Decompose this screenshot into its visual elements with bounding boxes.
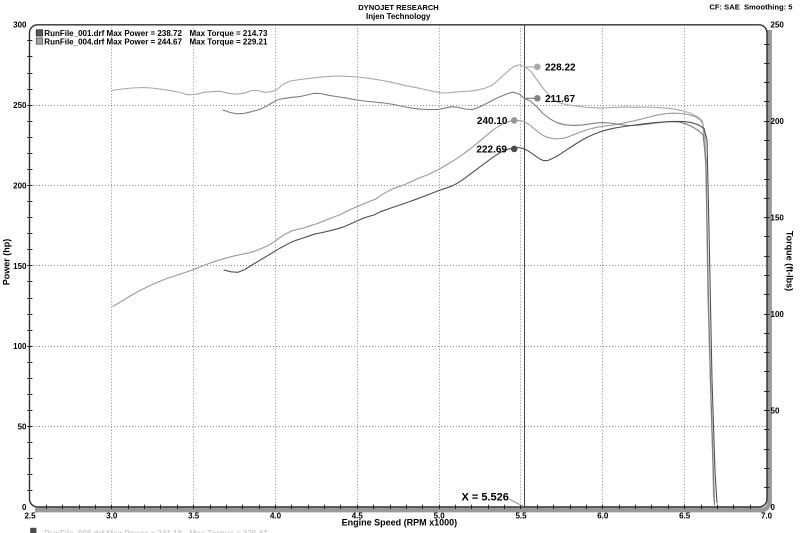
svg-text:250: 250 <box>13 101 27 110</box>
svg-text:211.67: 211.67 <box>545 94 575 105</box>
svg-text:150: 150 <box>13 262 27 271</box>
svg-text:2.5: 2.5 <box>24 511 36 520</box>
svg-text:0: 0 <box>771 503 776 512</box>
svg-text:Max Torque = 214.73: Max Torque = 214.73 <box>190 29 268 38</box>
svg-text:200: 200 <box>771 117 785 126</box>
svg-text:DYNOJET RESEARCH: DYNOJET RESEARCH <box>358 3 439 12</box>
svg-text:RunFile_001.drf Max Power = 23: RunFile_001.drf Max Power = 238.72 <box>44 29 182 38</box>
svg-text:100: 100 <box>13 342 27 351</box>
svg-text:3.5: 3.5 <box>188 511 200 520</box>
svg-text:240.10: 240.10 <box>477 116 508 127</box>
svg-text:Torque (ft-lbs): Torque (ft-lbs) <box>785 231 795 291</box>
svg-text:7.0: 7.0 <box>761 511 773 520</box>
svg-text:6.5: 6.5 <box>679 511 691 520</box>
svg-text:250: 250 <box>771 21 785 30</box>
svg-text:RunFile_005.drf Max Power = 24: RunFile_005.drf Max Power = 241.18 <box>44 529 182 533</box>
svg-text:Max Torque = 229.21: Max Torque = 229.21 <box>190 37 268 46</box>
svg-text:4.5: 4.5 <box>352 511 364 520</box>
svg-text:228.22: 228.22 <box>545 62 576 73</box>
svg-text:4.0: 4.0 <box>270 511 282 520</box>
svg-text:6.0: 6.0 <box>597 511 609 520</box>
svg-text:200: 200 <box>13 181 27 190</box>
svg-text:100: 100 <box>771 310 785 319</box>
svg-text:3.0: 3.0 <box>106 511 118 520</box>
svg-text:CF: SAE Smoothing: 5: CF: SAE Smoothing: 5 <box>709 2 793 11</box>
svg-text:Max Torque = 226.43: Max Torque = 226.43 <box>190 529 268 533</box>
svg-text:50: 50 <box>771 407 780 416</box>
svg-text:0: 0 <box>22 503 27 512</box>
svg-text:X = 5.526: X = 5.526 <box>462 492 509 504</box>
svg-text:50: 50 <box>18 423 27 432</box>
svg-text:Injen Technology: Injen Technology <box>366 12 431 21</box>
svg-text:222.69: 222.69 <box>476 144 507 155</box>
svg-text:5.0: 5.0 <box>434 511 446 520</box>
svg-text:RunFile_004.drf Max Power = 24: RunFile_004.drf Max Power = 244.67 <box>44 37 182 46</box>
svg-text:Engine Speed (RPM x1000): Engine Speed (RPM x1000) <box>342 518 458 528</box>
svg-text:150: 150 <box>771 214 785 223</box>
svg-text:300: 300 <box>13 21 27 30</box>
svg-text:Power (hp): Power (hp) <box>2 239 12 286</box>
svg-text:5.5: 5.5 <box>515 511 527 520</box>
